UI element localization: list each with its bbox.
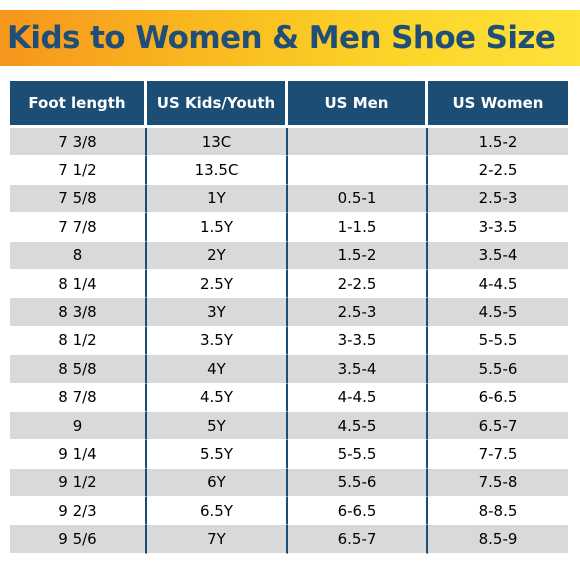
us-women-cell: 6-6.5 xyxy=(428,383,568,412)
us-men-cell: 6.5-7 xyxy=(288,525,428,554)
us-women-cell: 8-8.5 xyxy=(428,497,568,526)
table-row: 8 1/2 3.5Y 3-3.5 5-5.5 xyxy=(10,326,568,356)
us-men-cell: 1-1.5 xyxy=(288,213,428,242)
foot-length-cell: 8 1/4 xyxy=(10,269,147,299)
header-us-women: US Women xyxy=(428,81,568,128)
foot-length-cell: 7 5/8 xyxy=(10,184,147,214)
us-women-cell: 3.5-4 xyxy=(428,241,568,270)
foot-length-cell: 9 1/2 xyxy=(10,468,147,498)
table-row: 8 1/4 2.5Y 2-2.5 4-4.5 xyxy=(10,269,568,299)
table-row: 9 2/3 6.5Y 6-6.5 8-8.5 xyxy=(10,497,568,526)
table-row: 7 5/8 1Y 0.5-1 2.5-3 xyxy=(10,184,568,214)
foot-length-cell: 9 2/3 xyxy=(10,497,147,526)
us-women-cell: 7.5-8 xyxy=(428,468,568,498)
us-women-cell: 5-5.5 xyxy=(428,326,568,356)
us-men-cell: 5.5-6 xyxy=(288,468,428,498)
foot-length-cell: 8 xyxy=(10,241,147,270)
title-banner: Kids to Women & Men Shoe Size xyxy=(0,10,580,66)
header-row: Foot length US Kids/Youth US Men US Wome… xyxy=(10,81,568,128)
foot-length-cell: 8 3/8 xyxy=(10,298,147,327)
us-kids-youth-cell: 2Y xyxy=(147,241,288,270)
us-men-cell: 0.5-1 xyxy=(288,184,428,214)
us-women-cell: 7-7.5 xyxy=(428,440,568,469)
us-kids-youth-cell: 13C xyxy=(147,128,288,157)
table-row: 9 5Y 4.5-5 6.5-7 xyxy=(10,411,568,441)
us-men-cell: 1.5-2 xyxy=(288,241,428,270)
page-title: Kids to Women & Men Shoe Size xyxy=(7,20,556,56)
table-row: 8 7/8 4.5Y 4-4.5 6-6.5 xyxy=(10,383,568,412)
us-kids-youth-cell: 13.5C xyxy=(147,156,288,185)
us-men-cell: 3-3.5 xyxy=(288,326,428,356)
us-kids-youth-cell: 7Y xyxy=(147,525,288,554)
us-kids-youth-cell: 4Y xyxy=(147,355,288,384)
us-men-cell: 4-4.5 xyxy=(288,383,428,412)
us-women-cell: 6.5-7 xyxy=(428,411,568,441)
us-men-cell: 6-6.5 xyxy=(288,497,428,526)
table-body: 7 3/8 13C 1.5-2 7 1/2 13.5C 2-2.5 7 5/8 1Y 0.5-1… xyxy=(10,128,568,554)
us-kids-youth-cell: 2.5Y xyxy=(147,269,288,299)
us-women-cell: 3-3.5 xyxy=(428,213,568,242)
shoe-size-table: Foot length US Kids/Youth US Men US Wome… xyxy=(10,81,568,554)
table-row: 7 7/8 1.5Y 1-1.5 3-3.5 xyxy=(10,213,568,242)
us-men-cell: 5-5.5 xyxy=(288,440,428,469)
us-men-cell: 2-2.5 xyxy=(288,269,428,299)
us-women-cell: 2-2.5 xyxy=(428,156,568,185)
header-foot-length: Foot length xyxy=(10,81,147,128)
us-women-cell: 2.5-3 xyxy=(428,184,568,214)
us-kids-youth-cell: 6Y xyxy=(147,468,288,498)
us-kids-youth-cell: 3Y xyxy=(147,298,288,327)
foot-length-cell: 9 1/4 xyxy=(10,440,147,469)
foot-length-cell: 7 7/8 xyxy=(10,213,147,242)
foot-length-cell: 7 3/8 xyxy=(10,128,147,157)
foot-length-cell: 9 xyxy=(10,411,147,441)
table-row: 9 1/2 6Y 5.5-6 7.5-8 xyxy=(10,468,568,498)
us-women-cell: 4.5-5 xyxy=(428,298,568,327)
header-us-men: US Men xyxy=(288,81,428,128)
us-men-cell: 4.5-5 xyxy=(288,411,428,441)
us-women-cell: 8.5-9 xyxy=(428,525,568,554)
us-men-cell xyxy=(288,128,428,157)
header-us-kids-youth: US Kids/Youth xyxy=(147,81,288,128)
us-women-cell: 5.5-6 xyxy=(428,355,568,384)
table-row: 7 3/8 13C 1.5-2 xyxy=(10,128,568,157)
us-women-cell: 1.5-2 xyxy=(428,128,568,157)
us-kids-youth-cell: 5.5Y xyxy=(147,440,288,469)
table-row: 8 2Y 1.5-2 3.5-4 xyxy=(10,241,568,270)
table-row: 9 5/6 7Y 6.5-7 8.5-9 xyxy=(10,525,568,554)
us-men-cell: 2.5-3 xyxy=(288,298,428,327)
table-row: 8 3/8 3Y 2.5-3 4.5-5 xyxy=(10,298,568,327)
foot-length-cell: 8 7/8 xyxy=(10,383,147,412)
table-row: 9 1/4 5.5Y 5-5.5 7-7.5 xyxy=(10,440,568,469)
foot-length-cell: 8 5/8 xyxy=(10,355,147,384)
foot-length-cell: 9 5/6 xyxy=(10,525,147,554)
us-kids-youth-cell: 1Y xyxy=(147,184,288,214)
us-women-cell: 4-4.5 xyxy=(428,269,568,299)
us-kids-youth-cell: 1.5Y xyxy=(147,213,288,242)
us-men-cell: 3.5-4 xyxy=(288,355,428,384)
foot-length-cell: 7 1/2 xyxy=(10,156,147,185)
us-kids-youth-cell: 3.5Y xyxy=(147,326,288,356)
us-kids-youth-cell: 6.5Y xyxy=(147,497,288,526)
us-kids-youth-cell: 5Y xyxy=(147,411,288,441)
foot-length-cell: 8 1/2 xyxy=(10,326,147,356)
us-men-cell xyxy=(288,156,428,185)
table-row: 7 1/2 13.5C 2-2.5 xyxy=(10,156,568,185)
table-row: 8 5/8 4Y 3.5-4 5.5-6 xyxy=(10,355,568,384)
us-kids-youth-cell: 4.5Y xyxy=(147,383,288,412)
